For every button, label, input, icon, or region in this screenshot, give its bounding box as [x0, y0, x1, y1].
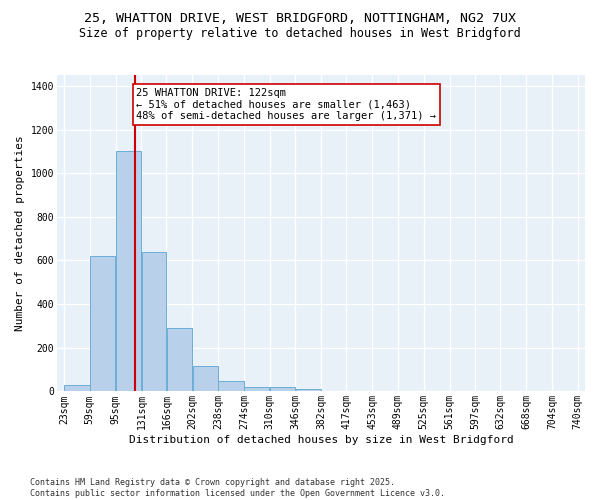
Bar	[218, 381, 244, 392]
Bar	[244, 387, 269, 392]
Bar	[270, 387, 295, 392]
Bar	[193, 366, 218, 392]
X-axis label: Distribution of detached houses by size in West Bridgford: Distribution of detached houses by size …	[128, 435, 513, 445]
Bar	[296, 388, 321, 392]
Text: 25, WHATTON DRIVE, WEST BRIDGFORD, NOTTINGHAM, NG2 7UX: 25, WHATTON DRIVE, WEST BRIDGFORD, NOTTI…	[84, 12, 516, 26]
Bar	[90, 256, 115, 392]
Bar	[142, 252, 166, 392]
Text: 25 WHATTON DRIVE: 122sqm
← 51% of detached houses are smaller (1,463)
48% of sem: 25 WHATTON DRIVE: 122sqm ← 51% of detach…	[136, 88, 436, 122]
Text: Contains HM Land Registry data © Crown copyright and database right 2025.
Contai: Contains HM Land Registry data © Crown c…	[30, 478, 445, 498]
Bar	[116, 152, 141, 392]
Y-axis label: Number of detached properties: Number of detached properties	[15, 136, 25, 331]
Text: Size of property relative to detached houses in West Bridgford: Size of property relative to detached ho…	[79, 28, 521, 40]
Bar	[64, 386, 89, 392]
Bar	[167, 328, 192, 392]
